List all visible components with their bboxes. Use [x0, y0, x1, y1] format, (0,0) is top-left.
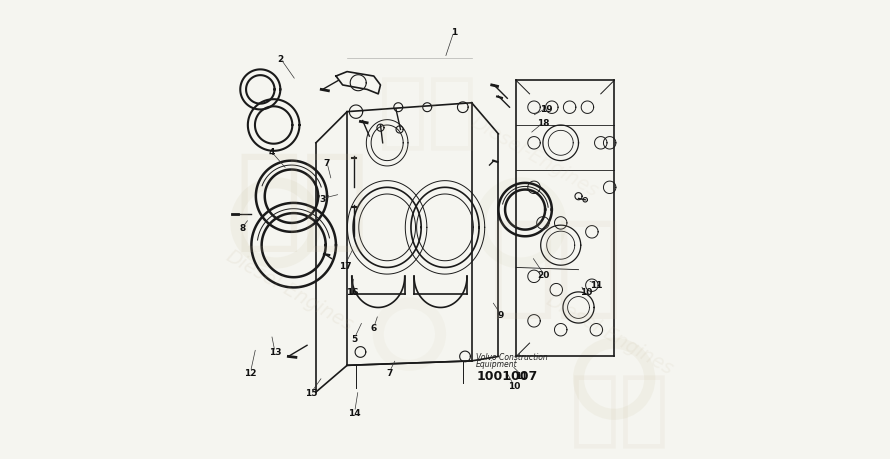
Text: 16: 16 [345, 288, 359, 297]
Text: 动力: 动力 [490, 214, 623, 321]
Text: 9: 9 [498, 310, 504, 319]
Text: 1001007: 1001007 [476, 369, 538, 382]
Text: 12: 12 [244, 368, 256, 377]
Text: Equipment: Equipment [476, 359, 518, 368]
Text: 11: 11 [515, 371, 528, 380]
Text: 13: 13 [269, 348, 281, 357]
Text: 7: 7 [386, 368, 392, 377]
Text: 8: 8 [239, 224, 246, 232]
Text: 6: 6 [370, 323, 377, 332]
Text: Diesel-Engines: Diesel-Engines [222, 246, 357, 334]
Text: 2: 2 [277, 55, 283, 64]
Text: Diesel-Engines: Diesel-Engines [543, 291, 677, 379]
Text: 动力: 动力 [236, 148, 369, 255]
Text: 动力: 动力 [570, 369, 669, 450]
Text: 1: 1 [450, 28, 457, 37]
Text: 3: 3 [320, 195, 326, 203]
Text: 动力: 动力 [378, 72, 478, 153]
Text: 10: 10 [580, 288, 593, 297]
Text: Diesel-Engines: Diesel-Engines [467, 113, 602, 201]
Text: 20: 20 [538, 270, 550, 279]
Text: 18: 18 [537, 119, 549, 128]
Text: 19: 19 [540, 104, 553, 113]
Text: 5: 5 [351, 335, 357, 343]
Text: 15: 15 [305, 388, 318, 397]
Text: 17: 17 [338, 261, 352, 270]
Text: 7: 7 [324, 159, 330, 168]
Text: 10: 10 [508, 381, 520, 390]
Text: Volvo Construction: Volvo Construction [476, 352, 548, 361]
Text: 11: 11 [590, 280, 603, 289]
Text: 14: 14 [348, 408, 361, 417]
Text: 4: 4 [268, 148, 275, 157]
